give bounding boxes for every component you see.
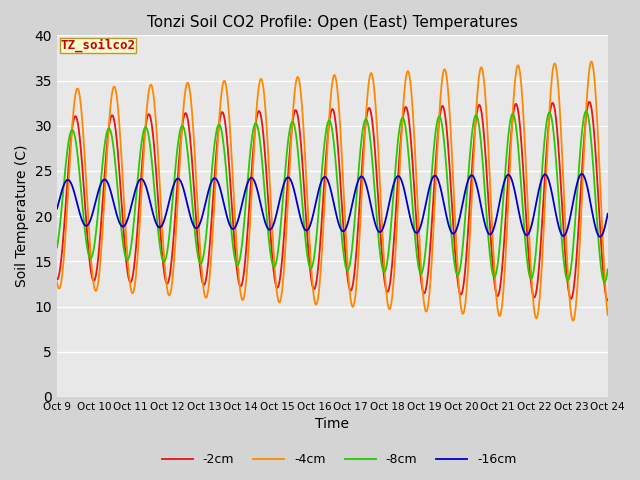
Line: -2cm: -2cm [57, 102, 608, 300]
Line: -4cm: -4cm [57, 61, 608, 321]
-8cm [367, 138, 374, 144]
-8cm [600, 279, 608, 285]
Legend: -2cm, -4cm, -8cm, -16cm: -2cm, -4cm, -8cm, -16cm [157, 448, 522, 471]
-4cm [298, 104, 306, 110]
-4cm [53, 279, 61, 285]
-16cm [118, 224, 126, 229]
Y-axis label: Soil Temperature (C): Soil Temperature (C) [15, 145, 29, 288]
-4cm [367, 71, 374, 77]
-16cm [604, 211, 612, 216]
-16cm [96, 184, 104, 190]
-4cm [588, 59, 595, 64]
-2cm [604, 298, 612, 303]
-8cm [604, 266, 612, 272]
-16cm [578, 171, 586, 177]
-16cm [308, 216, 316, 222]
-4cm [96, 267, 104, 273]
-8cm [53, 245, 61, 251]
-4cm [118, 164, 126, 170]
-16cm [53, 206, 61, 212]
-4cm [287, 147, 294, 153]
Line: -16cm: -16cm [57, 174, 608, 237]
Title: Tonzi Soil CO2 Profile: Open (East) Temperatures: Tonzi Soil CO2 Profile: Open (East) Temp… [147, 15, 518, 30]
-2cm [298, 156, 306, 161]
-2cm [287, 138, 294, 144]
-8cm [308, 264, 316, 270]
-8cm [96, 192, 104, 197]
-2cm [586, 99, 593, 105]
X-axis label: Time: Time [316, 418, 349, 432]
-2cm [53, 276, 61, 282]
-8cm [298, 197, 306, 203]
-16cm [367, 200, 374, 206]
-4cm [604, 312, 612, 318]
-8cm [582, 108, 590, 114]
-4cm [570, 318, 577, 324]
-16cm [287, 177, 294, 183]
Line: -8cm: -8cm [57, 111, 608, 282]
Legend:  [61, 38, 136, 53]
-2cm [308, 281, 316, 287]
-16cm [596, 234, 604, 240]
-2cm [367, 108, 374, 113]
-4cm [308, 275, 316, 281]
-16cm [298, 220, 306, 226]
-8cm [118, 233, 126, 239]
-2cm [96, 240, 104, 245]
-2cm [118, 206, 126, 212]
-8cm [287, 122, 294, 128]
